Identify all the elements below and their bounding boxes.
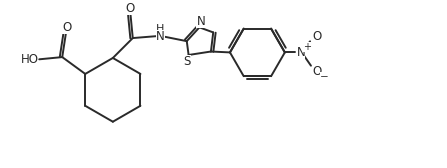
Text: HO: HO	[21, 53, 38, 66]
Text: O: O	[312, 30, 321, 43]
Text: O: O	[312, 65, 321, 78]
Text: N: N	[156, 30, 164, 43]
Text: H: H	[156, 24, 164, 34]
Text: N: N	[296, 46, 305, 59]
Text: +: +	[303, 42, 311, 52]
Text: O: O	[125, 2, 134, 15]
Text: N: N	[196, 15, 205, 28]
Text: −: −	[320, 72, 329, 82]
Text: O: O	[62, 21, 71, 34]
Text: S: S	[184, 55, 191, 68]
